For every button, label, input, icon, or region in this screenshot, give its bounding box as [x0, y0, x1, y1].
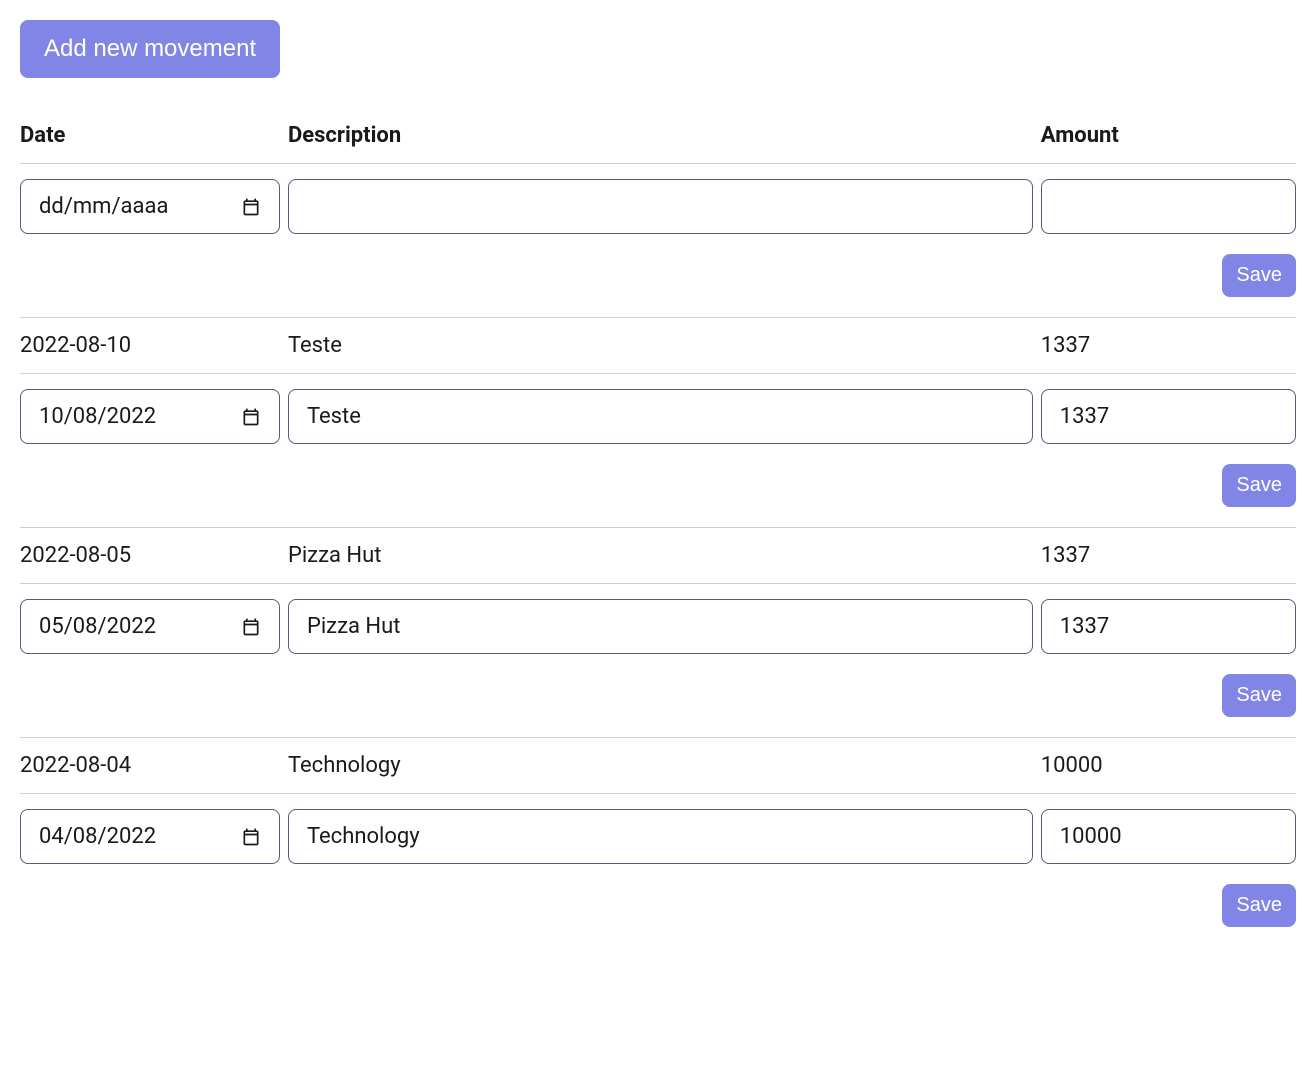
new-entry-save-row: Save: [20, 249, 1296, 318]
display-amount: 1337: [1041, 528, 1296, 584]
calendar-icon: [241, 407, 261, 427]
edit-description-input[interactable]: [288, 599, 1033, 654]
save-button[interactable]: Save: [1222, 884, 1296, 927]
display-amount: 1337: [1041, 318, 1296, 374]
date-input-text: 04/08/2022: [39, 824, 156, 849]
edit-amount-input[interactable]: [1041, 599, 1296, 654]
edit-date-input[interactable]: 05/08/2022: [20, 599, 280, 654]
display-description: Pizza Hut: [288, 528, 1041, 584]
save-button[interactable]: Save: [1222, 674, 1296, 717]
edit-save-row: Save: [20, 879, 1296, 947]
display-date: 2022-08-05: [20, 528, 288, 584]
header-description: Description: [288, 108, 1041, 164]
edit-date-input[interactable]: 10/08/2022: [20, 389, 280, 444]
calendar-icon: [241, 197, 261, 217]
display-date: 2022-08-04: [20, 738, 288, 794]
edit-input-row: 10/08/2022: [20, 374, 1296, 460]
display-amount: 10000: [1041, 738, 1296, 794]
header-amount: Amount: [1041, 108, 1296, 164]
edit-description-input[interactable]: [288, 389, 1033, 444]
edit-description-input[interactable]: [288, 809, 1033, 864]
header-date: Date: [20, 108, 288, 164]
calendar-icon: [241, 617, 261, 637]
display-description: Technology: [288, 738, 1041, 794]
edit-input-row: 05/08/2022: [20, 584, 1296, 670]
new-entry-date-input[interactable]: dd/mm/aaaa: [20, 179, 280, 234]
table-row: 2022-08-10 Teste 1337: [20, 318, 1296, 374]
edit-input-row: 04/08/2022: [20, 794, 1296, 880]
date-input-text: dd/mm/aaaa: [39, 194, 168, 219]
table-row: 2022-08-04 Technology 10000: [20, 738, 1296, 794]
display-description: Teste: [288, 318, 1041, 374]
new-entry-amount-input[interactable]: [1041, 179, 1296, 234]
movements-table: Date Description Amount dd/mm/aaaa Save …: [20, 108, 1296, 947]
edit-amount-input[interactable]: [1041, 389, 1296, 444]
table-header-row: Date Description Amount: [20, 108, 1296, 164]
edit-date-input[interactable]: 04/08/2022: [20, 809, 280, 864]
add-new-movement-button[interactable]: Add new movement: [20, 20, 280, 78]
save-button[interactable]: Save: [1222, 254, 1296, 297]
date-input-text: 10/08/2022: [39, 404, 156, 429]
new-entry-description-input[interactable]: [288, 179, 1033, 234]
edit-amount-input[interactable]: [1041, 809, 1296, 864]
edit-save-row: Save: [20, 459, 1296, 528]
calendar-icon: [241, 827, 261, 847]
edit-save-row: Save: [20, 669, 1296, 738]
date-input-text: 05/08/2022: [39, 614, 156, 639]
display-date: 2022-08-10: [20, 318, 288, 374]
save-button[interactable]: Save: [1222, 464, 1296, 507]
table-row: 2022-08-05 Pizza Hut 1337: [20, 528, 1296, 584]
new-entry-input-row: dd/mm/aaaa: [20, 164, 1296, 250]
